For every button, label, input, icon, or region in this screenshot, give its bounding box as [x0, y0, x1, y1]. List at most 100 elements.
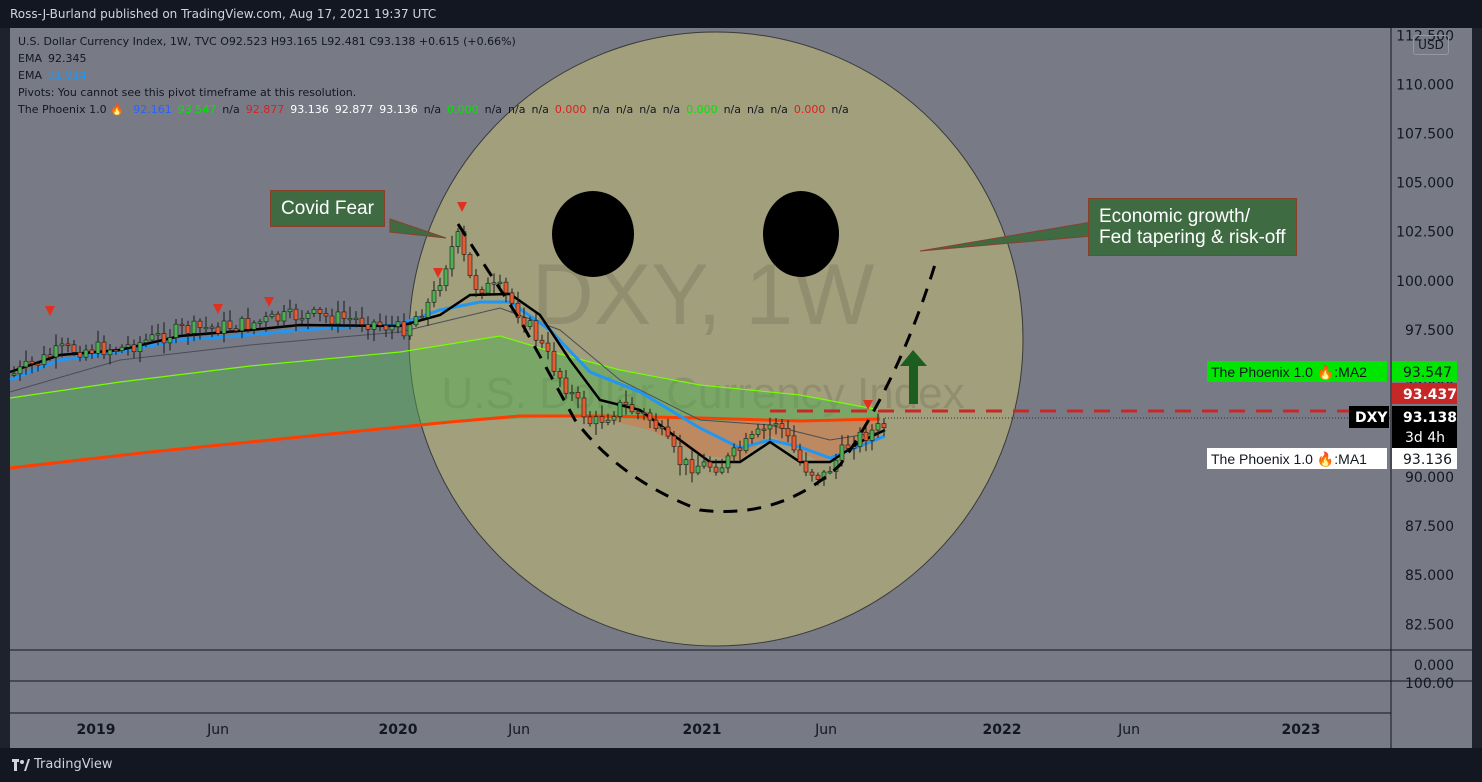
ma-red-line: [9, 414, 881, 470]
last-price-box: [1392, 406, 1457, 448]
candle-body: [827, 471, 833, 474]
candle-body: [605, 419, 611, 423]
candle-body: [809, 471, 815, 476]
legend-phoenix-label: The Phoenix 1.0 🔥: [18, 103, 124, 116]
publisher-text: Ross-J-Burland published on TradingView.…: [10, 7, 437, 21]
candle-body: [755, 428, 761, 435]
candle-body: [41, 354, 47, 365]
candle-body: [611, 416, 617, 421]
candle-body: [245, 318, 251, 330]
candle-body: [875, 423, 881, 431]
candle-body: [791, 435, 797, 451]
candle-body: [785, 428, 791, 437]
candle-body: [287, 308, 293, 313]
candle-body: [131, 344, 137, 352]
candle-body: [197, 320, 203, 328]
candle-body: [743, 438, 749, 451]
price-tick-label: 110.000: [1396, 77, 1454, 93]
candle-body: [533, 320, 539, 341]
sub-pane-1-tick: 0.000: [1414, 658, 1454, 674]
price-chart[interactable]: DXY, 1W U.S. Dollar Currency Index 112.5…: [0, 0, 1482, 748]
watermark-symbol: DXY, 1W: [532, 247, 875, 343]
candle-body: [11, 373, 17, 376]
covid-fear-text: Covid Fear: [281, 198, 374, 219]
legend-phoenix-value: 0.000: [686, 103, 718, 116]
legend-phoenix-value: 92.877: [334, 103, 374, 116]
price-tick-label: 107.500: [1396, 127, 1454, 143]
candle-body: [863, 431, 869, 441]
countdown-value: 3d 4h: [1405, 430, 1445, 446]
candle-body: [101, 341, 107, 356]
candle-body: [83, 349, 89, 358]
red-level-box: [1392, 383, 1457, 404]
price-tick-label: 105.000: [1396, 176, 1454, 192]
ma1-value: 93.136: [1403, 452, 1452, 468]
candle-body: [773, 423, 779, 426]
time-tick-label: Jun: [507, 722, 530, 738]
candle-body: [347, 318, 353, 321]
candle-body: [257, 321, 263, 324]
candle-body: [737, 447, 743, 451]
candle-body: [779, 423, 785, 429]
time-tick-label: Jun: [206, 722, 229, 738]
time-tick-label: 2020: [379, 722, 418, 738]
legend-phoenix-value: n/a: [508, 103, 526, 116]
candle-body: [713, 466, 719, 473]
candle-body: [749, 434, 755, 439]
ma2-name-box: [1207, 361, 1387, 382]
candle-body: [341, 311, 347, 319]
candle-body: [725, 455, 731, 469]
candle-body: [377, 321, 383, 326]
legend-phoenix-value: 0.000: [447, 103, 479, 116]
price-tick-label: 90.000: [1405, 470, 1454, 486]
symbol-label: DXY: [1355, 410, 1388, 426]
up-arrow-shaft: [909, 364, 918, 404]
candle-body: [167, 337, 173, 344]
candle-body: [467, 254, 473, 276]
candle-body: [413, 316, 419, 326]
candle-body: [869, 429, 875, 441]
candle-body: [365, 324, 371, 330]
candle-body: [239, 318, 245, 332]
candle-body: [575, 392, 581, 399]
candle-body: [119, 346, 125, 351]
candle-body: [653, 419, 659, 429]
candle-body: [353, 317, 359, 320]
legend-phoenix-value: n/a: [831, 103, 849, 116]
candle-body: [53, 345, 59, 358]
candle-body: [665, 426, 671, 437]
candle-body: [491, 282, 497, 285]
candle-body: [557, 371, 563, 379]
legend-phoenix-value: n/a: [531, 103, 549, 116]
up-arrow-head: [900, 350, 927, 366]
legend-ema-2-label: EMA: [18, 69, 42, 82]
pivot-marker: [45, 306, 55, 316]
candle-body: [719, 467, 725, 473]
top-bar: Ross-J-Burland published on TradingView.…: [0, 0, 1482, 28]
sub-pane-1: [10, 650, 1391, 681]
pivot-marker: [213, 304, 223, 314]
legend-phoenix-value: 0.000: [793, 103, 826, 116]
bottom-bar: TradingView: [0, 748, 1482, 782]
candle-body: [143, 339, 149, 343]
ma1-name-box: [1207, 448, 1387, 469]
candle-body: [857, 431, 863, 447]
candle-body: [17, 366, 23, 375]
candle-body: [455, 231, 461, 247]
candle-body: [209, 326, 215, 329]
candle-body: [431, 290, 437, 303]
time-axis: [10, 713, 1391, 748]
candle-body: [29, 360, 35, 364]
currency-button[interactable]: USD: [1413, 35, 1449, 55]
legend-phoenix-value: 93.136: [290, 103, 329, 116]
candle-body: [545, 342, 551, 352]
candle-body: [329, 315, 335, 325]
candle-body: [77, 352, 83, 358]
candle-body: [473, 275, 479, 290]
candle-body: [155, 333, 161, 336]
covid-callout-pointer: [389, 218, 447, 239]
legend-phoenix-value: 92.877: [245, 103, 285, 116]
candle-body: [623, 401, 629, 405]
time-axis-ticks: 2019 Jun 2020 Jun 2021 Jun 2022 Jun 2023: [77, 722, 1321, 738]
time-tick-label: 2021: [683, 722, 722, 738]
